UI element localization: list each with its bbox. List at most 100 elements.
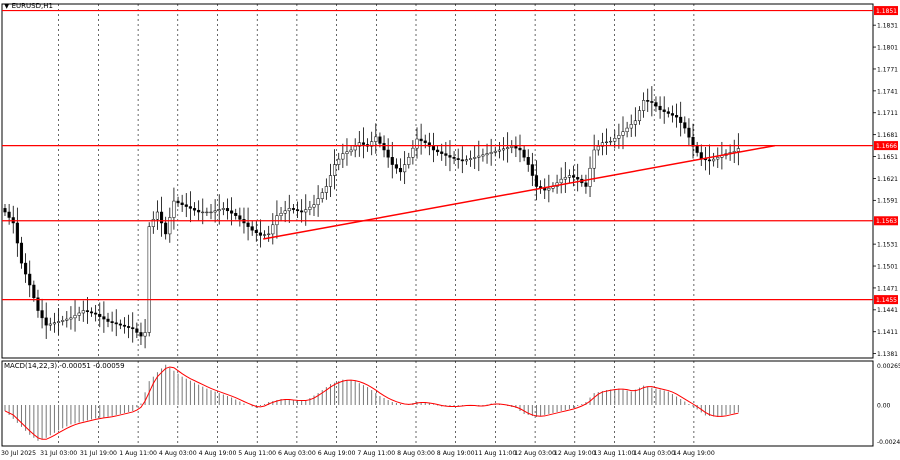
candle xyxy=(559,167,563,194)
x-tick-label: 31 Jul 03:00 xyxy=(40,450,77,457)
candle-body xyxy=(114,322,118,325)
candle xyxy=(551,182,555,193)
candle-body xyxy=(431,146,436,151)
candle xyxy=(279,207,283,222)
candle xyxy=(596,140,600,156)
candle xyxy=(654,96,658,112)
candle xyxy=(522,145,526,162)
candle xyxy=(473,145,477,170)
candle xyxy=(609,136,613,146)
candle xyxy=(32,280,36,302)
candle-body xyxy=(477,155,481,158)
candle xyxy=(361,127,365,159)
y-tick-label: 1.1681 xyxy=(877,132,898,139)
candle-body xyxy=(576,177,580,180)
candle-body xyxy=(15,222,19,244)
candle-body xyxy=(213,210,217,213)
candle-body xyxy=(600,142,604,147)
symbol-title: ▼ EURUSD,H1 xyxy=(4,2,53,10)
candle-body xyxy=(699,152,703,159)
candle xyxy=(378,132,382,148)
candle-body xyxy=(629,124,633,129)
candle-body xyxy=(596,146,600,151)
candle-body xyxy=(604,141,609,144)
candle xyxy=(52,312,56,333)
candle-body xyxy=(518,147,522,151)
candle-body xyxy=(370,141,374,147)
x-tick-label: 6 Aug 03:00 xyxy=(278,450,316,457)
candle xyxy=(110,311,114,332)
x-tick-label: 31 Jul 19:00 xyxy=(80,450,117,457)
candle-body xyxy=(679,116,683,123)
candle xyxy=(147,222,151,337)
candle-body xyxy=(687,127,691,138)
candle xyxy=(267,225,271,242)
candle-body xyxy=(52,322,56,325)
candle-body xyxy=(312,204,316,208)
y-tick-label: 1.1831 xyxy=(877,23,898,30)
candle xyxy=(102,301,106,333)
candle xyxy=(670,105,674,123)
candle-body xyxy=(403,164,407,173)
candle xyxy=(514,136,518,158)
candle-body xyxy=(650,101,654,103)
x-tick-label: 8 Aug 19:00 xyxy=(437,450,475,457)
candle-body xyxy=(57,321,61,323)
candle-body xyxy=(493,150,497,153)
candle-body xyxy=(291,208,295,210)
candle xyxy=(213,199,217,223)
candle xyxy=(131,312,135,343)
candle-body xyxy=(567,175,571,178)
candle xyxy=(436,145,440,156)
candle xyxy=(151,211,155,234)
candle xyxy=(291,203,295,214)
candle-body xyxy=(522,149,526,158)
candle xyxy=(699,144,703,166)
candle xyxy=(81,300,85,322)
macd-title: MACD(14,22,3) -0.00051 -0.00059 xyxy=(4,362,125,370)
candle-body xyxy=(127,326,131,328)
candle xyxy=(526,149,530,172)
candle-body xyxy=(646,100,650,102)
candle-body xyxy=(419,138,423,142)
candle-body xyxy=(225,208,230,212)
candle xyxy=(275,200,279,239)
candle-body xyxy=(621,131,625,136)
candle xyxy=(592,134,596,183)
candle xyxy=(254,220,258,242)
candle xyxy=(225,198,230,220)
candle-body xyxy=(61,320,65,322)
candle-body xyxy=(390,157,394,165)
candle xyxy=(646,88,650,112)
candle xyxy=(440,143,444,161)
candle xyxy=(258,219,262,248)
y-tick-label: 1.1531 xyxy=(877,242,898,249)
candle-body xyxy=(69,317,73,320)
level-tag-1.1563 xyxy=(874,216,898,226)
candle xyxy=(431,132,436,163)
x-tick-label: 5 Aug 11:00 xyxy=(238,450,276,457)
candle xyxy=(345,138,349,166)
candle-body xyxy=(398,167,403,173)
candle-body xyxy=(695,146,699,153)
candle-body xyxy=(36,297,40,311)
candle-body xyxy=(300,210,304,213)
candle-body xyxy=(316,198,320,205)
candle xyxy=(353,138,357,158)
candle xyxy=(691,123,695,159)
candle xyxy=(287,194,291,223)
candle xyxy=(36,289,40,318)
y-tick-label: 1.1651 xyxy=(877,154,898,161)
x-tick-label: 14 Aug 03:00 xyxy=(633,450,675,457)
x-tick-label: 1 Aug 11:00 xyxy=(119,450,157,457)
candle xyxy=(106,312,110,328)
candle-body xyxy=(192,208,197,211)
candle xyxy=(382,135,386,158)
candle xyxy=(168,207,172,243)
level-tag-1.1666 xyxy=(874,141,898,151)
candle xyxy=(456,148,460,169)
candle xyxy=(85,297,89,324)
candle-body xyxy=(716,157,720,160)
candle-body xyxy=(89,311,94,314)
candle xyxy=(374,123,378,154)
